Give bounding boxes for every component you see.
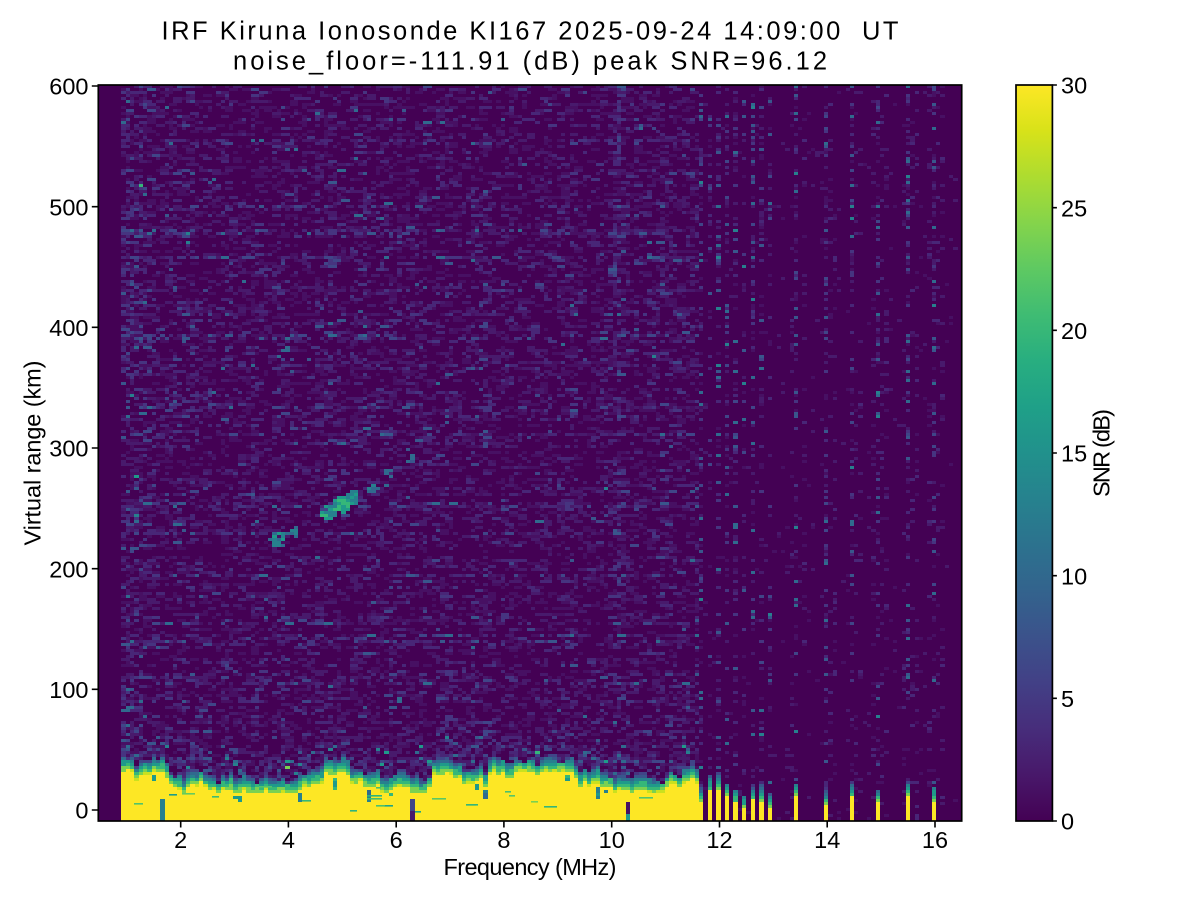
svg-text:100: 100	[49, 677, 88, 703]
svg-text:25: 25	[1061, 195, 1087, 221]
svg-text:600: 600	[49, 74, 88, 100]
svg-text:noise_floor=-111.91 (dB) peak: noise_floor=-111.91 (dB) peak SNR=96.12	[233, 48, 827, 76]
svg-text:15: 15	[1061, 441, 1087, 467]
svg-text:10: 10	[599, 827, 625, 853]
svg-text:10: 10	[1061, 563, 1087, 589]
svg-text:20: 20	[1061, 318, 1087, 344]
svg-text:200: 200	[49, 556, 88, 582]
svg-text:0: 0	[1061, 809, 1074, 835]
svg-text:16: 16	[922, 827, 948, 853]
svg-text:5: 5	[1061, 686, 1074, 712]
svg-text:500: 500	[49, 194, 88, 220]
svg-text:Frequency (MHz): Frequency (MHz)	[444, 854, 617, 880]
svg-text:400: 400	[49, 315, 88, 341]
svg-text:30: 30	[1061, 73, 1087, 99]
svg-text:300: 300	[49, 436, 88, 462]
svg-text:Virtual range (km): Virtual range (km)	[20, 361, 46, 546]
svg-text:8: 8	[497, 827, 510, 853]
svg-text:SNR (dB): SNR (dB)	[1089, 409, 1115, 497]
svg-text:0: 0	[75, 798, 88, 824]
svg-text:2: 2	[174, 827, 187, 853]
svg-text:4: 4	[282, 827, 295, 853]
svg-text:6: 6	[390, 827, 403, 853]
svg-text:12: 12	[706, 827, 732, 853]
svg-text:14: 14	[814, 827, 840, 853]
